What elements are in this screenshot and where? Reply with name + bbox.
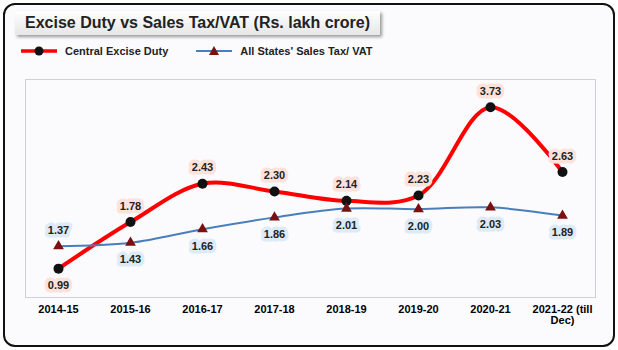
svg-text:2.63: 2.63 xyxy=(552,150,573,162)
svg-text:2018-19: 2018-19 xyxy=(326,303,366,315)
svg-text:1.86: 1.86 xyxy=(264,228,285,240)
svg-text:2016-17: 2016-17 xyxy=(182,303,222,315)
svg-text:2014-15: 2014-15 xyxy=(38,303,78,315)
svg-text:2015-16: 2015-16 xyxy=(110,303,150,315)
svg-text:2.03: 2.03 xyxy=(480,218,501,230)
svg-text:2.00: 2.00 xyxy=(408,220,429,232)
svg-text:1.66: 1.66 xyxy=(192,240,213,252)
html-text:Central Excise Duty: Central Excise Duty xyxy=(65,45,169,57)
html-text:Excise Duty vs Sales Tax/VAT (: Excise Duty vs Sales Tax/VAT (Rs. lakh c… xyxy=(25,14,370,31)
svg-text:2.43: 2.43 xyxy=(192,161,213,173)
svg-text:2.23: 2.23 xyxy=(408,173,429,185)
svg-text:2019-20: 2019-20 xyxy=(398,303,438,315)
svg-text:2.01: 2.01 xyxy=(336,219,357,231)
svg-text:1.43: 1.43 xyxy=(120,253,141,265)
svg-text:2021-22 (tillDec): 2021-22 (tillDec) xyxy=(533,303,593,326)
svg-text:1.78: 1.78 xyxy=(120,200,141,212)
svg-text:0.99: 0.99 xyxy=(48,279,69,291)
svg-text:2.14: 2.14 xyxy=(336,178,358,190)
svg-text:2017-18: 2017-18 xyxy=(254,303,294,315)
svg-text:1.89: 1.89 xyxy=(552,226,573,238)
svg-text:3.73: 3.73 xyxy=(480,85,501,97)
svg-text:2.30: 2.30 xyxy=(264,169,285,181)
html-text:All States' Sales Tax/ VAT: All States' Sales Tax/ VAT xyxy=(240,45,373,57)
svg-text:1.37: 1.37 xyxy=(48,224,69,236)
svg-text:2020-21: 2020-21 xyxy=(470,303,510,315)
